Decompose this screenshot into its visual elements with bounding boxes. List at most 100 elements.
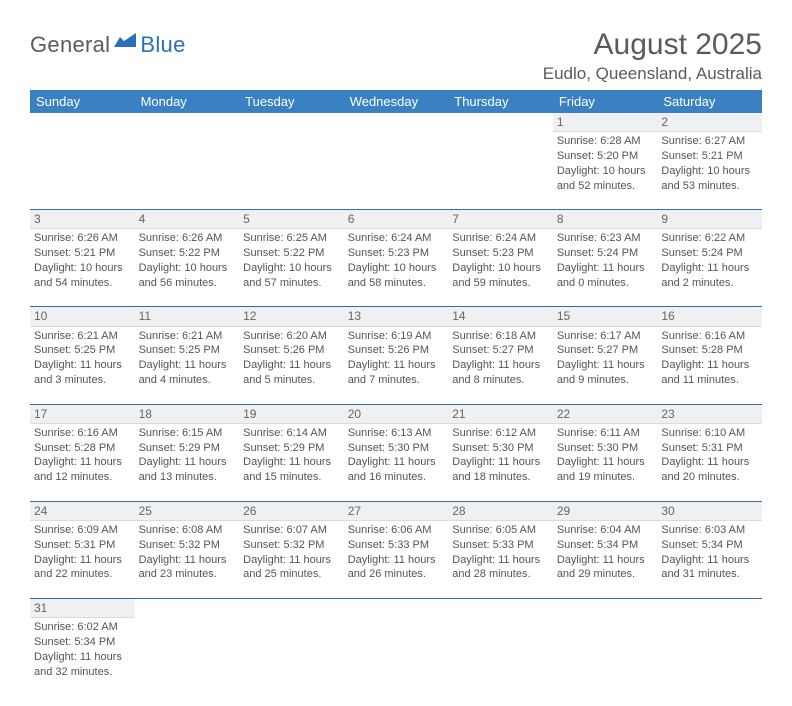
- daylight-text: Daylight: 11 hours: [557, 358, 654, 373]
- sunset-text: Sunset: 5:34 PM: [34, 635, 131, 650]
- sunrise-text: Sunrise: 6:12 AM: [452, 426, 549, 441]
- sunrise-text: Sunrise: 6:08 AM: [139, 523, 236, 538]
- day-cell: Sunrise: 6:23 AMSunset: 5:24 PMDaylight:…: [553, 229, 658, 307]
- daylight-text: and 54 minutes.: [34, 276, 131, 291]
- sunset-text: Sunset: 5:33 PM: [452, 538, 549, 553]
- title-block: August 2025 Eudlo, Queensland, Australia: [543, 28, 762, 84]
- day-number-cell: 2: [657, 113, 762, 132]
- sunrise-text: Sunrise: 6:19 AM: [348, 329, 445, 344]
- sunrise-text: Sunrise: 6:17 AM: [557, 329, 654, 344]
- day-cell: Sunrise: 6:15 AMSunset: 5:29 PMDaylight:…: [135, 423, 240, 501]
- sunset-text: Sunset: 5:29 PM: [139, 441, 236, 456]
- daylight-text: and 26 minutes.: [348, 567, 445, 582]
- day-cell: Sunrise: 6:18 AMSunset: 5:27 PMDaylight:…: [448, 326, 553, 404]
- daylight-text: and 3 minutes.: [34, 373, 131, 388]
- day-number-cell: [344, 598, 449, 617]
- day-cell: Sunrise: 6:16 AMSunset: 5:28 PMDaylight:…: [657, 326, 762, 404]
- sunrise-text: Sunrise: 6:04 AM: [557, 523, 654, 538]
- day-cell: [344, 618, 449, 696]
- daylight-text: Daylight: 11 hours: [348, 455, 445, 470]
- daylight-text: Daylight: 11 hours: [452, 358, 549, 373]
- day-number-cell: 19: [239, 404, 344, 423]
- day-cell: Sunrise: 6:11 AMSunset: 5:30 PMDaylight:…: [553, 423, 658, 501]
- day-number-cell: 24: [30, 501, 135, 520]
- header: General Blue August 2025 Eudlo, Queensla…: [30, 28, 762, 84]
- day-cell: Sunrise: 6:04 AMSunset: 5:34 PMDaylight:…: [553, 520, 658, 598]
- day-number-cell: [657, 598, 762, 617]
- day-cell: Sunrise: 6:02 AMSunset: 5:34 PMDaylight:…: [30, 618, 135, 696]
- sunset-text: Sunset: 5:22 PM: [139, 246, 236, 261]
- day-number-cell: 5: [239, 210, 344, 229]
- sunset-text: Sunset: 5:28 PM: [34, 441, 131, 456]
- logo-text-blue: Blue: [140, 32, 185, 58]
- day-content-row: Sunrise: 6:28 AMSunset: 5:20 PMDaylight:…: [30, 132, 762, 210]
- sunset-text: Sunset: 5:32 PM: [243, 538, 340, 553]
- sunset-text: Sunset: 5:21 PM: [661, 149, 758, 164]
- day-number-row: 31: [30, 598, 762, 617]
- daylight-text: Daylight: 11 hours: [452, 455, 549, 470]
- day-number-cell: [239, 598, 344, 617]
- day-number-cell: 21: [448, 404, 553, 423]
- sunset-text: Sunset: 5:30 PM: [557, 441, 654, 456]
- daylight-text: Daylight: 10 hours: [661, 164, 758, 179]
- day-number-cell: 14: [448, 307, 553, 326]
- day-cell: Sunrise: 6:05 AMSunset: 5:33 PMDaylight:…: [448, 520, 553, 598]
- day-number-cell: 31: [30, 598, 135, 617]
- daylight-text: Daylight: 10 hours: [452, 261, 549, 276]
- day-header: Wednesday: [344, 90, 449, 113]
- sunrise-text: Sunrise: 6:20 AM: [243, 329, 340, 344]
- daylight-text: and 18 minutes.: [452, 470, 549, 485]
- day-header-row: Sunday Monday Tuesday Wednesday Thursday…: [30, 90, 762, 113]
- daylight-text: and 2 minutes.: [661, 276, 758, 291]
- day-cell: Sunrise: 6:28 AMSunset: 5:20 PMDaylight:…: [553, 132, 658, 210]
- daylight-text: Daylight: 11 hours: [452, 553, 549, 568]
- day-cell: Sunrise: 6:20 AMSunset: 5:26 PMDaylight:…: [239, 326, 344, 404]
- daylight-text: and 16 minutes.: [348, 470, 445, 485]
- day-number-cell: 13: [344, 307, 449, 326]
- day-number-cell: 3: [30, 210, 135, 229]
- day-number-cell: 27: [344, 501, 449, 520]
- daylight-text: and 0 minutes.: [557, 276, 654, 291]
- sunset-text: Sunset: 5:30 PM: [348, 441, 445, 456]
- sunset-text: Sunset: 5:31 PM: [661, 441, 758, 456]
- sunrise-text: Sunrise: 6:26 AM: [139, 231, 236, 246]
- daylight-text: Daylight: 11 hours: [34, 553, 131, 568]
- daylight-text: and 8 minutes.: [452, 373, 549, 388]
- sunrise-text: Sunrise: 6:14 AM: [243, 426, 340, 441]
- daylight-text: Daylight: 11 hours: [34, 358, 131, 373]
- day-number-cell: [135, 598, 240, 617]
- sunrise-text: Sunrise: 6:28 AM: [557, 134, 654, 149]
- day-header: Thursday: [448, 90, 553, 113]
- daylight-text: Daylight: 11 hours: [661, 553, 758, 568]
- sunset-text: Sunset: 5:27 PM: [557, 343, 654, 358]
- day-cell: Sunrise: 6:07 AMSunset: 5:32 PMDaylight:…: [239, 520, 344, 598]
- day-number-cell: 15: [553, 307, 658, 326]
- day-content-row: Sunrise: 6:16 AMSunset: 5:28 PMDaylight:…: [30, 423, 762, 501]
- day-number-row: 10111213141516: [30, 307, 762, 326]
- day-number-cell: 20: [344, 404, 449, 423]
- day-header: Saturday: [657, 90, 762, 113]
- day-number-cell: 4: [135, 210, 240, 229]
- day-number-cell: 25: [135, 501, 240, 520]
- sunrise-text: Sunrise: 6:13 AM: [348, 426, 445, 441]
- day-number-cell: [135, 113, 240, 132]
- daylight-text: Daylight: 10 hours: [139, 261, 236, 276]
- day-content-row: Sunrise: 6:26 AM Sunset: 5:21 PM Daylight:…: [30, 229, 762, 307]
- day-cell: Sunrise: 6:12 AMSunset: 5:30 PMDaylight:…: [448, 423, 553, 501]
- daylight-text: Daylight: 11 hours: [661, 455, 758, 470]
- daylight-text: and 59 minutes.: [452, 276, 549, 291]
- day-number-cell: 10: [30, 307, 135, 326]
- day-cell: Sunrise: 6:22 AMSunset: 5:24 PMDaylight:…: [657, 229, 762, 307]
- day-cell: Sunrise: 6:26 AMSunset: 5:22 PMDaylight:…: [135, 229, 240, 307]
- sunrise-text: Sunrise: 6:09 AM: [34, 523, 131, 538]
- day-header: Friday: [553, 90, 658, 113]
- daylight-text: Daylight: 11 hours: [557, 261, 654, 276]
- day-number-cell: 16: [657, 307, 762, 326]
- logo-text-general: General: [30, 32, 110, 58]
- sunrise-text: Sunrise: 6:03 AM: [661, 523, 758, 538]
- sunrise-text: Sunrise: 6:18 AM: [452, 329, 549, 344]
- day-cell: Sunrise: 6:09 AMSunset: 5:31 PMDaylight:…: [30, 520, 135, 598]
- day-number-cell: [344, 113, 449, 132]
- sunset-text: Sunset: 5:21 PM: [34, 246, 131, 261]
- logo: General Blue: [30, 32, 186, 58]
